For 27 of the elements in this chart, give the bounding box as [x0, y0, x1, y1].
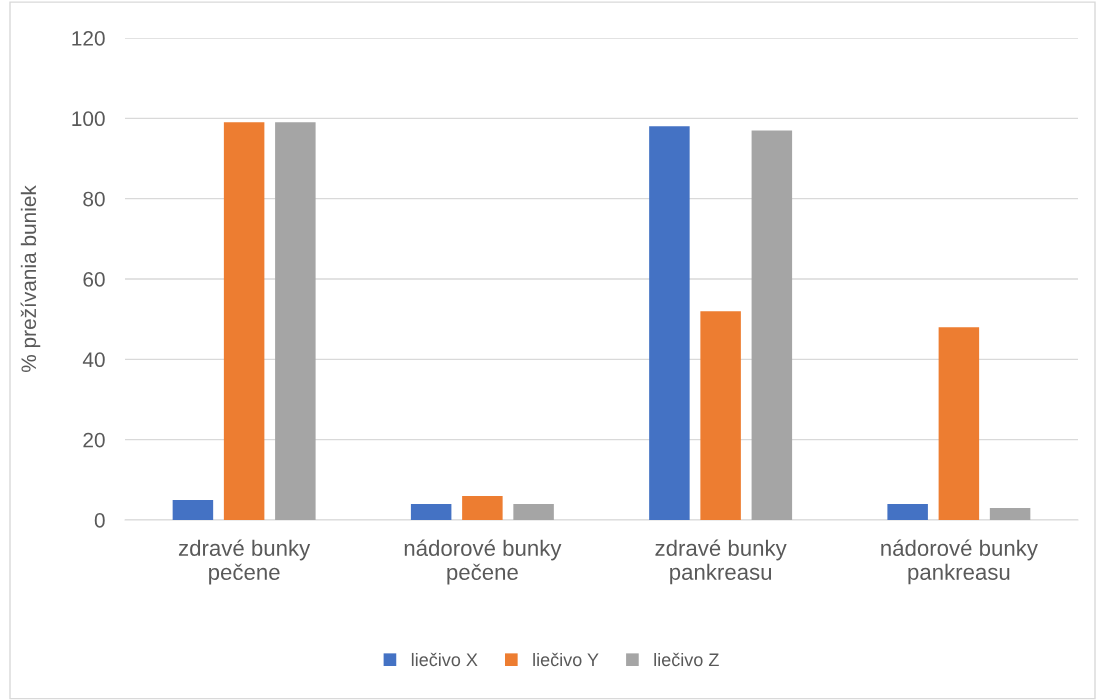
- legend-label: liečivo X: [411, 652, 478, 667]
- bar: [700, 311, 741, 520]
- y-tick-label: 80: [83, 191, 105, 207]
- x-tick-label: zdravé bunky pečene: [178, 539, 311, 585]
- bar: [513, 503, 554, 520]
- bar: [989, 507, 1031, 520]
- legend-label: liečivo Z: [654, 652, 719, 667]
- y-axis-title: % prežívania buniek: [20, 185, 41, 373]
- x-tick-label: zdravé bunky pankreasu: [655, 539, 787, 585]
- y-tick-label: 120: [72, 31, 105, 46]
- y-tick-label: 40: [82, 352, 105, 368]
- legend-label: liečivo Y: [533, 652, 599, 667]
- bar: [223, 122, 265, 520]
- bar: [887, 503, 928, 520]
- x-tick-label: nádorové bunky pečene: [404, 539, 562, 585]
- x-tick-label: nádorové bunky pankreasu: [881, 539, 1038, 585]
- bar: [410, 503, 452, 520]
- y-tick-label: 20: [83, 432, 105, 448]
- y-tick-label: 0: [94, 513, 105, 528]
- bar: [462, 495, 503, 520]
- bar: [649, 126, 690, 520]
- bar: [172, 499, 214, 520]
- bar: [751, 130, 793, 520]
- y-tick-label: 100: [72, 111, 105, 127]
- y-tick-label: 60: [83, 272, 105, 287]
- bar: [275, 122, 316, 520]
- bar: [938, 327, 980, 520]
